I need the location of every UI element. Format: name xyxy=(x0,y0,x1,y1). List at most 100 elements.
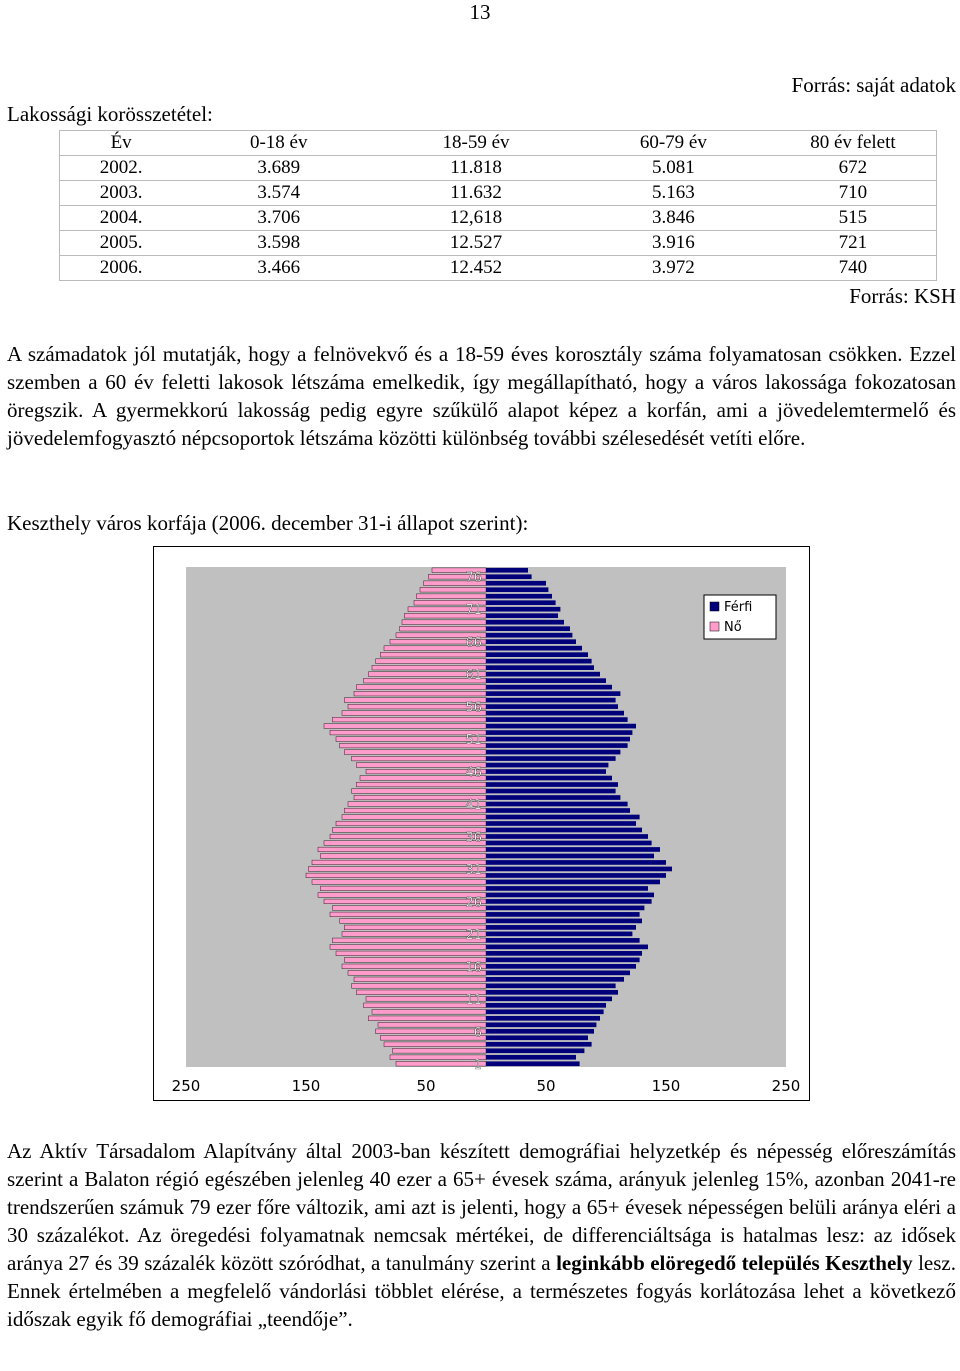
cell-year: 2006. xyxy=(59,255,183,281)
cell-80-plus: 672 xyxy=(769,155,937,181)
paragraph-forecast-text-end: lesz. Ennek értelmében a megfelelő vándo… xyxy=(7,1251,956,1331)
y-tick-label: 41 xyxy=(465,798,482,813)
bar-ferfi xyxy=(486,769,606,774)
bar-ferfi xyxy=(486,574,532,580)
y-tick-label: 66 xyxy=(465,636,482,651)
bar-ferfi xyxy=(486,977,624,982)
y-tick-label: 26 xyxy=(465,895,482,910)
bar-ferfi xyxy=(486,1041,592,1047)
bar-ferfi xyxy=(486,593,552,599)
bar-ferfi xyxy=(486,918,642,924)
bar-ferfi xyxy=(486,632,573,638)
bar-ferfi xyxy=(486,613,558,619)
bar-ferfi xyxy=(486,931,633,937)
bar-no xyxy=(323,723,487,729)
bar-ferfi xyxy=(486,1061,580,1067)
page-number: 13 xyxy=(469,0,491,24)
bar-no xyxy=(335,736,487,742)
y-tick-label: 1 xyxy=(474,1058,482,1073)
cell-0-18: 3.706 xyxy=(182,205,376,231)
header-18-59: 18-59 év xyxy=(375,130,577,156)
bar-no xyxy=(341,814,487,820)
y-tick-label: 76 xyxy=(465,571,482,586)
bar-ferfi xyxy=(486,886,648,891)
paragraph-trends: A számadatok jól mutatják, hogy a felnöv… xyxy=(7,342,956,450)
cell-60-79: 3.972 xyxy=(576,255,770,281)
bar-ferfi xyxy=(486,782,618,787)
x-tick-label: 150 xyxy=(652,1077,681,1095)
cell-0-18: 3.689 xyxy=(182,155,376,181)
bar-ferfi xyxy=(486,905,645,911)
header-0-18: 0-18 év xyxy=(182,130,376,156)
bar-ferfi xyxy=(486,827,642,833)
legend-label-ferfi: Férfi xyxy=(724,600,752,615)
cell-year: 2002. xyxy=(59,155,183,181)
bar-no xyxy=(305,872,487,878)
bar-ferfi xyxy=(486,671,600,677)
y-tick-label: 46 xyxy=(465,766,482,781)
bar-no xyxy=(329,944,487,950)
bar-no xyxy=(341,963,487,969)
bar-no xyxy=(389,1054,487,1060)
bar-ferfi xyxy=(486,619,564,625)
bar-ferfi xyxy=(486,1022,597,1028)
bar-ferfi xyxy=(486,756,616,761)
bar-no xyxy=(317,892,487,898)
table-row: 2004. 3.706 12,618 3.846 515 xyxy=(59,205,937,231)
legend-swatch-ferfi xyxy=(709,601,720,612)
bar-no xyxy=(317,846,487,853)
bar-ferfi xyxy=(486,1028,594,1034)
bar-ferfi xyxy=(486,834,648,839)
bar-ferfi xyxy=(486,723,636,729)
cell-80-plus: 515 xyxy=(769,205,937,231)
bar-ferfi xyxy=(486,788,616,794)
x-tick-label: 50 xyxy=(536,1077,555,1095)
bar-no xyxy=(344,749,487,755)
table-title: Lakossági korösszetétel: xyxy=(7,102,213,126)
cell-60-79: 3.846 xyxy=(576,205,770,231)
bar-no xyxy=(353,691,487,697)
bar-ferfi xyxy=(486,879,660,885)
bar-no xyxy=(332,905,487,911)
cell-year: 2004. xyxy=(59,205,183,231)
bar-ferfi xyxy=(486,957,640,963)
x-tick-label: 250 xyxy=(772,1077,801,1095)
bar-ferfi xyxy=(486,743,628,748)
table-header-row: Év 0-18 év 18-59 év 60-79 év 80 év felet… xyxy=(59,130,937,156)
bar-ferfi xyxy=(486,996,612,1002)
cell-0-18: 3.598 xyxy=(182,230,376,256)
cell-18-59: 12.452 xyxy=(375,255,577,281)
bar-ferfi xyxy=(486,710,624,716)
bar-ferfi xyxy=(486,691,621,696)
bar-ferfi xyxy=(486,860,666,865)
table-row: 2006. 3.466 12.452 3.972 740 xyxy=(59,255,937,281)
header-60-79: 60-79 év xyxy=(576,130,770,156)
bar-ferfi xyxy=(486,587,549,593)
cell-60-79: 3.916 xyxy=(576,230,770,256)
y-tick-label: 6 xyxy=(474,1025,482,1040)
bar-no xyxy=(351,756,487,762)
bar-ferfi xyxy=(486,944,648,950)
table-row: 2005. 3.598 12.527 3.916 721 xyxy=(59,230,937,256)
bar-no xyxy=(380,652,487,658)
bar-ferfi xyxy=(486,873,666,878)
bar-ferfi xyxy=(486,749,621,755)
bar-ferfi xyxy=(486,938,640,943)
bar-ferfi xyxy=(486,704,618,709)
cell-18-59: 11.818 xyxy=(375,155,577,181)
bar-no xyxy=(375,1028,487,1034)
bar-ferfi xyxy=(486,951,642,956)
cell-80-plus: 710 xyxy=(769,180,937,206)
cell-18-59: 12,618 xyxy=(375,205,577,231)
header-80-plus: 80 év felett xyxy=(769,130,937,156)
cell-year: 2003. xyxy=(59,180,183,206)
bar-no xyxy=(356,781,487,788)
cell-0-18: 3.466 xyxy=(182,255,376,281)
paragraph-forecast: Az Aktív Társadalom Alapítvány által 200… xyxy=(7,1137,956,1333)
bar-ferfi xyxy=(486,801,628,807)
bar-no xyxy=(353,976,487,982)
bar-no xyxy=(371,1009,487,1015)
bar-no xyxy=(335,950,487,956)
bar-no xyxy=(311,879,487,885)
bar-no xyxy=(308,866,487,872)
